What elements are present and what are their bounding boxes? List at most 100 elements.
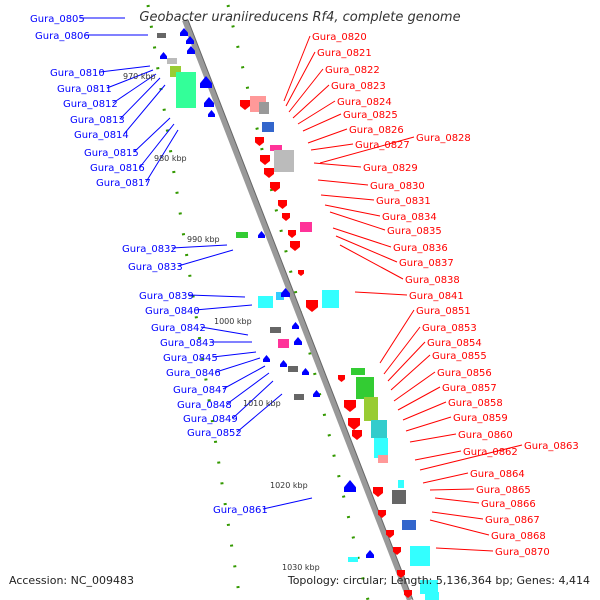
label-line <box>297 100 336 125</box>
gene-label-forward: Gura_0827 <box>355 140 410 151</box>
gene-arrow-reverse <box>302 368 309 375</box>
gene-box <box>300 222 312 232</box>
gene-box <box>364 397 378 421</box>
gene-label-forward: Gura_0841 <box>409 291 464 302</box>
gene-arrow-forward <box>260 155 270 165</box>
gene-arrow-reverse <box>281 288 290 297</box>
label-line <box>435 547 494 552</box>
gene-label-forward: Gura_0823 <box>331 81 386 92</box>
gene-arrow-forward <box>338 375 345 382</box>
gene-arrow-forward <box>288 230 296 238</box>
gene-label-forward: Gura_0824 <box>337 97 392 108</box>
scale-labels: 970 kbp 980 kbp 990 kbp 1000 kbp 1010 kbp 102… <box>123 72 320 572</box>
gene-label-reverse: Gura_0849 <box>183 414 238 425</box>
gene-arrow-reverse <box>294 337 302 345</box>
label-line <box>262 497 313 510</box>
gene-box <box>170 66 181 77</box>
label-line <box>429 519 490 536</box>
label-line <box>145 129 179 183</box>
gene-box <box>274 150 294 172</box>
gene-label-forward: Gura_0857 <box>442 383 497 394</box>
gene-arrow-forward <box>264 168 274 178</box>
gene-label-forward: Gura_0851 <box>416 306 471 317</box>
gene-arrow-reverse <box>280 360 287 367</box>
gene-label-reverse: Gura_0840 <box>145 306 200 317</box>
gene-label-reverse: Gura_0845 <box>163 353 218 364</box>
gene-label-forward: Gura_0829 <box>363 163 418 174</box>
gene-arrow-forward <box>386 530 394 538</box>
gene-label-forward: Gura_0830 <box>370 181 425 192</box>
gene-label-forward: Gura_0825 <box>343 110 398 121</box>
gene-box <box>351 368 365 375</box>
gene-box <box>392 490 406 504</box>
gene-arrow-reverse <box>263 355 270 362</box>
label-line <box>393 371 436 402</box>
gene-label-reverse: Gura_0816 <box>90 163 145 174</box>
label-line <box>194 304 253 311</box>
gene-arrow-forward <box>306 300 318 312</box>
gene-label-forward: Gura_0828 <box>416 133 471 144</box>
label-line <box>320 194 375 201</box>
gene-label-reverse: Gura_0817 <box>96 178 151 189</box>
gene-label-reverse: Gura_0815 <box>84 148 139 159</box>
label-line <box>310 143 354 151</box>
gene-label-forward: Gura_0859 <box>453 413 508 424</box>
scale-label: 990 kbp <box>187 235 220 244</box>
label-line <box>397 386 441 411</box>
gene-box <box>378 455 388 463</box>
gene-box <box>262 122 274 132</box>
gene-label-reverse: Gura_0839 <box>139 291 194 302</box>
gene-label-forward: Gura_0834 <box>382 212 437 223</box>
gene-arrow-forward <box>378 510 386 518</box>
label-line <box>106 69 154 89</box>
gene-arrow-reverse <box>204 97 214 107</box>
gene-label-forward: Gura_0864 <box>470 469 525 480</box>
gene-label-forward: Gura_0826 <box>349 125 404 136</box>
label-line <box>414 450 462 461</box>
gene-arrow-forward <box>278 200 287 209</box>
label-line <box>313 162 362 168</box>
label-line <box>285 51 316 107</box>
label-line <box>292 84 330 119</box>
label-lines <box>80 17 523 552</box>
gene-arrow-forward <box>240 100 250 110</box>
scale-label: 1020 kbp <box>270 481 308 490</box>
gene-box <box>371 420 387 438</box>
label-line <box>171 244 228 249</box>
gene-arrow-reverse <box>186 36 194 44</box>
gene-label-reverse: Gura_0811 <box>57 84 112 95</box>
topology-text: Topology: circular; Length: 5,136,364 bp… <box>287 574 590 587</box>
gene-box <box>258 296 273 308</box>
genome-title: Geobacter uraniireducens Rf4, complete g… <box>139 10 461 25</box>
gene-labels: Gura_0805 Gura_0806 Gura_0810 Gura_0811 Gura… <box>30 14 579 558</box>
label-line <box>119 77 161 120</box>
gene-label-reverse: Gura_0805 <box>30 14 85 25</box>
label-line <box>402 401 447 421</box>
gene-box <box>348 557 358 562</box>
gene-label-reverse: Gura_0847 <box>173 385 228 396</box>
gene-label-forward: Gura_0868 <box>491 531 546 542</box>
label-line <box>379 309 415 364</box>
gene-arrow-forward <box>393 547 401 555</box>
gene-label-reverse: Gura_0848 <box>177 400 232 411</box>
label-line <box>177 249 234 267</box>
label-line <box>354 291 408 296</box>
label-line <box>188 294 246 298</box>
gene-label-reverse: Gura_0852 <box>187 428 242 439</box>
label-line <box>307 128 348 144</box>
gene-arrow-forward <box>298 270 304 276</box>
gene-label-forward: Gura_0865 <box>476 485 531 496</box>
label-line <box>283 35 311 102</box>
label-line <box>200 326 249 336</box>
scale-label: 1000 kbp <box>214 317 252 326</box>
label-line <box>339 244 404 280</box>
gene-label-reverse: Gura_0843 <box>160 338 215 349</box>
gene-label-forward: Gura_0863 <box>524 441 579 452</box>
gene-box <box>176 72 196 108</box>
label-line <box>99 65 151 73</box>
scale-label: 1010 kbp <box>243 399 281 408</box>
gene-label-reverse: Gura_0842 <box>151 323 206 334</box>
gene-arrow-reverse <box>160 52 167 59</box>
label-line <box>215 357 261 373</box>
label-line <box>422 472 469 484</box>
